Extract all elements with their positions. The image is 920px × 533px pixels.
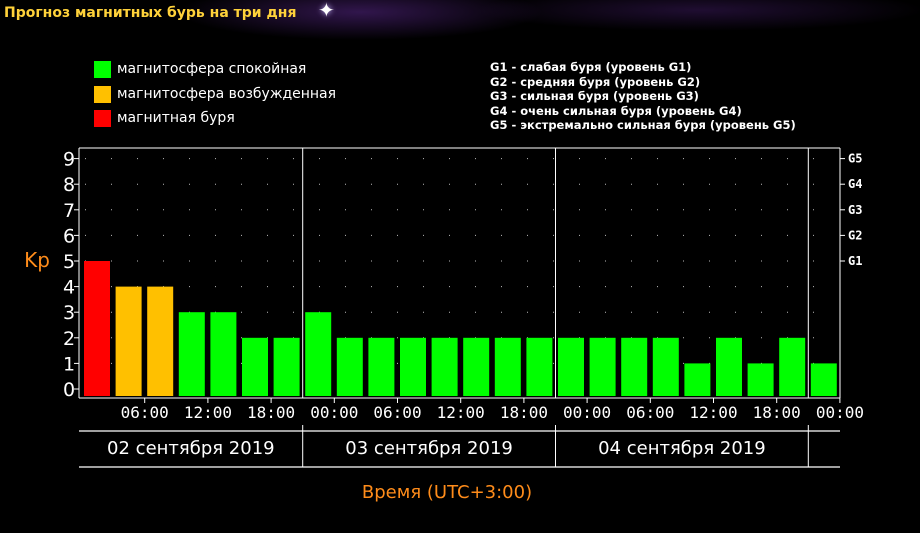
page-title: Прогноз магнитных бурь на три дня bbox=[4, 5, 297, 21]
legend-item-quiet: магнитосфера спокойная bbox=[94, 59, 306, 79]
legend-item-storm: магнитная буря bbox=[94, 108, 235, 128]
kp-bar bbox=[652, 337, 679, 396]
y-tick-label: 9 bbox=[63, 149, 75, 171]
g-tick-label: G3 bbox=[848, 203, 862, 217]
kp-bar bbox=[747, 363, 774, 396]
storm-levels-list: G1 - слабая буря (уровень G1) G2 - средн… bbox=[490, 60, 796, 133]
y-tick-label: 4 bbox=[63, 277, 75, 299]
g-tick-label: G4 bbox=[848, 177, 862, 191]
storm-level-g5: G5 - экстремально сильная буря (уровень … bbox=[490, 118, 796, 132]
y-tick-label: 2 bbox=[63, 328, 75, 350]
x-tick-label: 00:00 bbox=[563, 403, 611, 422]
kp-bar bbox=[242, 337, 268, 396]
kp-bar bbox=[684, 363, 711, 396]
x-axis-label: Время (UTC+3:00) bbox=[362, 482, 532, 503]
y-tick-label: 0 bbox=[63, 379, 75, 401]
kp-bar bbox=[431, 337, 458, 396]
x-tick-label: 06:00 bbox=[373, 403, 421, 422]
kp-bar bbox=[305, 312, 332, 396]
kp-bar bbox=[336, 337, 363, 396]
x-tick-label: 12:00 bbox=[689, 403, 737, 422]
kp-bar bbox=[810, 363, 837, 396]
star-icon: ✦ bbox=[318, 0, 335, 22]
y-tick-label: 3 bbox=[63, 302, 75, 324]
g-tick-label: G5 bbox=[848, 152, 862, 166]
kp-bar bbox=[526, 337, 553, 396]
kp-bar bbox=[273, 337, 300, 396]
kp-bar bbox=[115, 286, 142, 396]
kp-bar bbox=[210, 312, 237, 396]
storm-level-g4: G4 - очень сильная буря (уровень G4) bbox=[490, 103, 742, 118]
x-tick-label: 18:00 bbox=[753, 403, 801, 422]
y-tick-label: 6 bbox=[63, 225, 75, 247]
storm-level-g2: G2 - средняя буря (уровень G2) bbox=[490, 74, 701, 89]
kp-bar bbox=[589, 337, 616, 396]
x-tick-label: 18:00 bbox=[247, 403, 295, 422]
kp-bar bbox=[147, 286, 174, 396]
legend-swatch-storm bbox=[94, 109, 111, 127]
kp-bar bbox=[178, 312, 205, 396]
legend-item-active: магнитосфера возбужденная bbox=[94, 84, 336, 104]
x-tick-label: 18:00 bbox=[500, 403, 548, 422]
kp-bar bbox=[779, 337, 806, 396]
day-label: 03 сентября 2019 bbox=[345, 438, 513, 459]
x-tick-label: 00:00 bbox=[816, 403, 864, 422]
x-tick-label: 06:00 bbox=[626, 403, 674, 422]
legend-label-storm: магнитная буря bbox=[117, 110, 235, 126]
x-tick-label: 00:00 bbox=[310, 403, 358, 422]
kp-bar bbox=[463, 337, 490, 396]
legend-swatch-quiet bbox=[94, 60, 111, 78]
kp-bar bbox=[84, 261, 110, 396]
kp-bar bbox=[558, 337, 584, 396]
storm-level-g3: G3 - сильная буря (уровень G3) bbox=[490, 89, 699, 103]
g-tick-label: G2 bbox=[848, 228, 862, 242]
y-tick-label: 7 bbox=[63, 200, 75, 222]
day-label: 04 сентября 2019 bbox=[598, 438, 766, 459]
x-tick-label: 12:00 bbox=[184, 403, 232, 422]
kp-bar bbox=[716, 337, 742, 396]
legend-swatch-active bbox=[94, 85, 111, 103]
kp-bar bbox=[368, 337, 395, 396]
x-tick-label: 06:00 bbox=[121, 403, 169, 422]
x-tick-label: 12:00 bbox=[437, 403, 485, 422]
storm-level-g1: G1 - слабая буря (уровень G1) bbox=[490, 60, 692, 74]
y-tick-label: 5 bbox=[63, 251, 75, 273]
kp-bar bbox=[494, 337, 521, 396]
day-label: 02 сентября 2019 bbox=[107, 438, 275, 459]
y-tick-label: 1 bbox=[63, 353, 75, 375]
y-axis-label: Kp bbox=[24, 248, 50, 272]
legend-label-active: магнитосфера возбужденная bbox=[117, 86, 337, 102]
y-tick-label: 8 bbox=[63, 174, 75, 196]
kp-bar bbox=[400, 337, 426, 396]
legend-label-quiet: магнитосфера спокойная bbox=[117, 61, 307, 77]
kp-bar bbox=[621, 337, 648, 396]
g-tick-label: G1 bbox=[848, 254, 862, 268]
